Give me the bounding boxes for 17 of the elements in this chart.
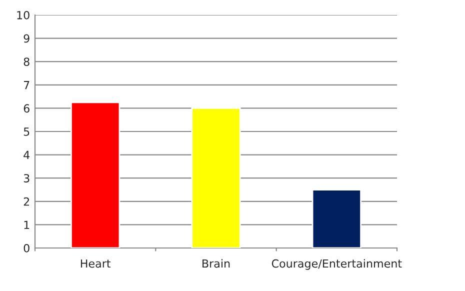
- y-tick-label: 7: [24, 81, 30, 90]
- y-tick-label: 5: [24, 128, 30, 136]
- bar: [312, 189, 362, 248]
- y-tick-label: 2: [24, 197, 30, 206]
- y-tick-label: 0: [24, 244, 30, 252]
- x-tick-label: Courage/Entertainment: [272, 259, 402, 270]
- y-tick-label: 6: [24, 104, 30, 113]
- bar: [191, 108, 241, 248]
- y-tick-label: 4: [24, 150, 30, 160]
- y-tick-label: 1: [24, 220, 30, 229]
- y-tick-label: 10: [17, 10, 30, 20]
- y-tick-label: 9: [24, 34, 30, 43]
- x-tick-label: Brain: [202, 259, 230, 268]
- bar: [70, 102, 120, 248]
- y-tick-label: 3: [24, 174, 30, 182]
- x-tick-label: Heart: [80, 259, 111, 268]
- y-tick-label: 8: [24, 58, 30, 66]
